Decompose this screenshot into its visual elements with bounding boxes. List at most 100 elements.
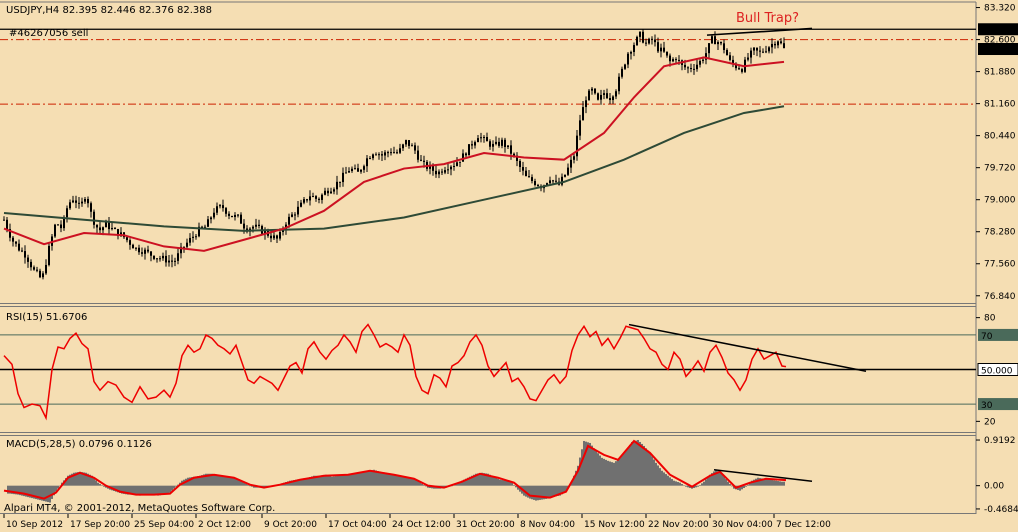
- macd-histogram-bar: [131, 485, 133, 495]
- macd-histogram-bar: [165, 485, 167, 494]
- candle-body: [75, 200, 77, 203]
- candle-body: [66, 208, 68, 218]
- macd-histogram-bar: [499, 479, 501, 486]
- rsi-panel: [0, 323, 976, 421]
- macd-histogram-bar: [129, 485, 131, 495]
- macd-histogram-bar: [585, 441, 587, 486]
- candle-body: [357, 168, 359, 172]
- macd-histogram-bar: [205, 473, 207, 486]
- macd-histogram-bar: [533, 485, 535, 500]
- macd-histogram-bar: [25, 485, 27, 497]
- macd-histogram-bar: [303, 478, 305, 486]
- macd-histogram-bar: [635, 440, 637, 486]
- macd-histogram-bar: [249, 485, 251, 487]
- macd-tick-label: 0.9192: [984, 436, 1016, 446]
- candle-body: [348, 171, 350, 173]
- candle-body: [54, 224, 56, 237]
- macd-histogram-bar: [345, 474, 347, 486]
- candle-body: [711, 36, 713, 44]
- candle-body: [414, 145, 416, 151]
- macd-histogram-bar: [45, 485, 47, 502]
- price-tick-label: 81.160: [984, 100, 1016, 110]
- macd-histogram-bar: [685, 485, 687, 487]
- macd-histogram-bar: [611, 462, 613, 486]
- candle-body: [732, 59, 734, 64]
- candle-body: [171, 260, 173, 262]
- macd-histogram-bar: [29, 485, 31, 498]
- rsi-tick-label: 80: [984, 314, 996, 324]
- candle-body: [312, 196, 314, 198]
- macd-histogram-bar: [405, 477, 407, 486]
- candle-body: [564, 174, 566, 177]
- macd-histogram-bar: [7, 485, 9, 494]
- candle-body: [270, 235, 272, 239]
- candle-body: [264, 230, 266, 234]
- candle-body: [42, 273, 44, 278]
- macd-histogram-bar: [77, 472, 79, 486]
- macd-histogram-bar: [471, 475, 473, 486]
- macd-histogram-bar: [87, 473, 89, 486]
- candle-body: [303, 199, 305, 203]
- macd-histogram-bar: [327, 475, 329, 486]
- candle-body: [690, 68, 692, 70]
- candle-body: [474, 142, 476, 146]
- macd-histogram-bar: [117, 485, 119, 493]
- candle-body: [528, 176, 530, 178]
- macd-histogram-bar: [601, 457, 603, 486]
- macd-histogram-bar: [353, 474, 355, 486]
- macd-histogram-bar: [341, 475, 343, 486]
- candle-body: [519, 161, 521, 168]
- candle-body: [456, 162, 458, 166]
- macd-histogram-bar: [745, 485, 747, 487]
- price-tick-label: 76.840: [984, 292, 1016, 302]
- macd-histogram-bar: [85, 472, 87, 486]
- candle-body: [513, 153, 515, 156]
- macd-histogram-bar: [463, 479, 465, 486]
- macd-histogram-bar: [515, 485, 517, 488]
- macd-histogram-bar: [51, 485, 53, 499]
- candle-body: [510, 145, 512, 154]
- macd-histogram-bar: [593, 448, 595, 486]
- macd-histogram-bar: [683, 485, 685, 486]
- candle-body: [6, 219, 8, 230]
- macd-histogram-bar: [671, 479, 673, 486]
- macd-histogram-bar: [253, 485, 255, 488]
- macd-histogram-bar: [299, 479, 301, 486]
- candle-body: [378, 154, 380, 156]
- macd-histogram-bar: [729, 484, 731, 486]
- candle-body: [606, 93, 608, 99]
- macd-histogram-bar: [115, 485, 117, 492]
- candle-body: [591, 88, 593, 91]
- candle-body: [522, 167, 524, 171]
- candle-body: [207, 219, 209, 227]
- candle-body: [570, 159, 572, 168]
- macd-histogram-bar: [631, 441, 633, 486]
- macd-histogram-bar: [665, 474, 667, 486]
- macd-histogram-bar: [561, 485, 563, 495]
- candle-body: [102, 227, 104, 231]
- macd-histogram-bar: [79, 471, 81, 486]
- macd-histogram-bar: [407, 477, 409, 486]
- macd-histogram-bar: [103, 485, 105, 487]
- candle-body: [150, 251, 152, 256]
- macd-histogram-bar: [489, 474, 491, 486]
- candle-body: [222, 205, 224, 209]
- macd-histogram-bar: [579, 457, 581, 486]
- macd-histogram-bar: [219, 475, 221, 486]
- macd-histogram-bar: [123, 485, 125, 494]
- macd-histogram-bar: [395, 475, 397, 486]
- macd-histogram-bar: [513, 485, 515, 486]
- candle-body: [702, 59, 704, 61]
- macd-histogram-bar: [415, 479, 417, 486]
- candle-body: [759, 50, 761, 52]
- candle-body: [675, 59, 677, 61]
- candle-body: [396, 152, 398, 154]
- candle-body: [282, 229, 284, 232]
- macd-histogram-bar: [603, 458, 605, 486]
- macd-histogram-bar: [423, 485, 425, 486]
- candle-body: [654, 39, 656, 43]
- candle-body: [492, 143, 494, 147]
- candle-body: [345, 172, 347, 174]
- macd-histogram-bar: [721, 473, 723, 486]
